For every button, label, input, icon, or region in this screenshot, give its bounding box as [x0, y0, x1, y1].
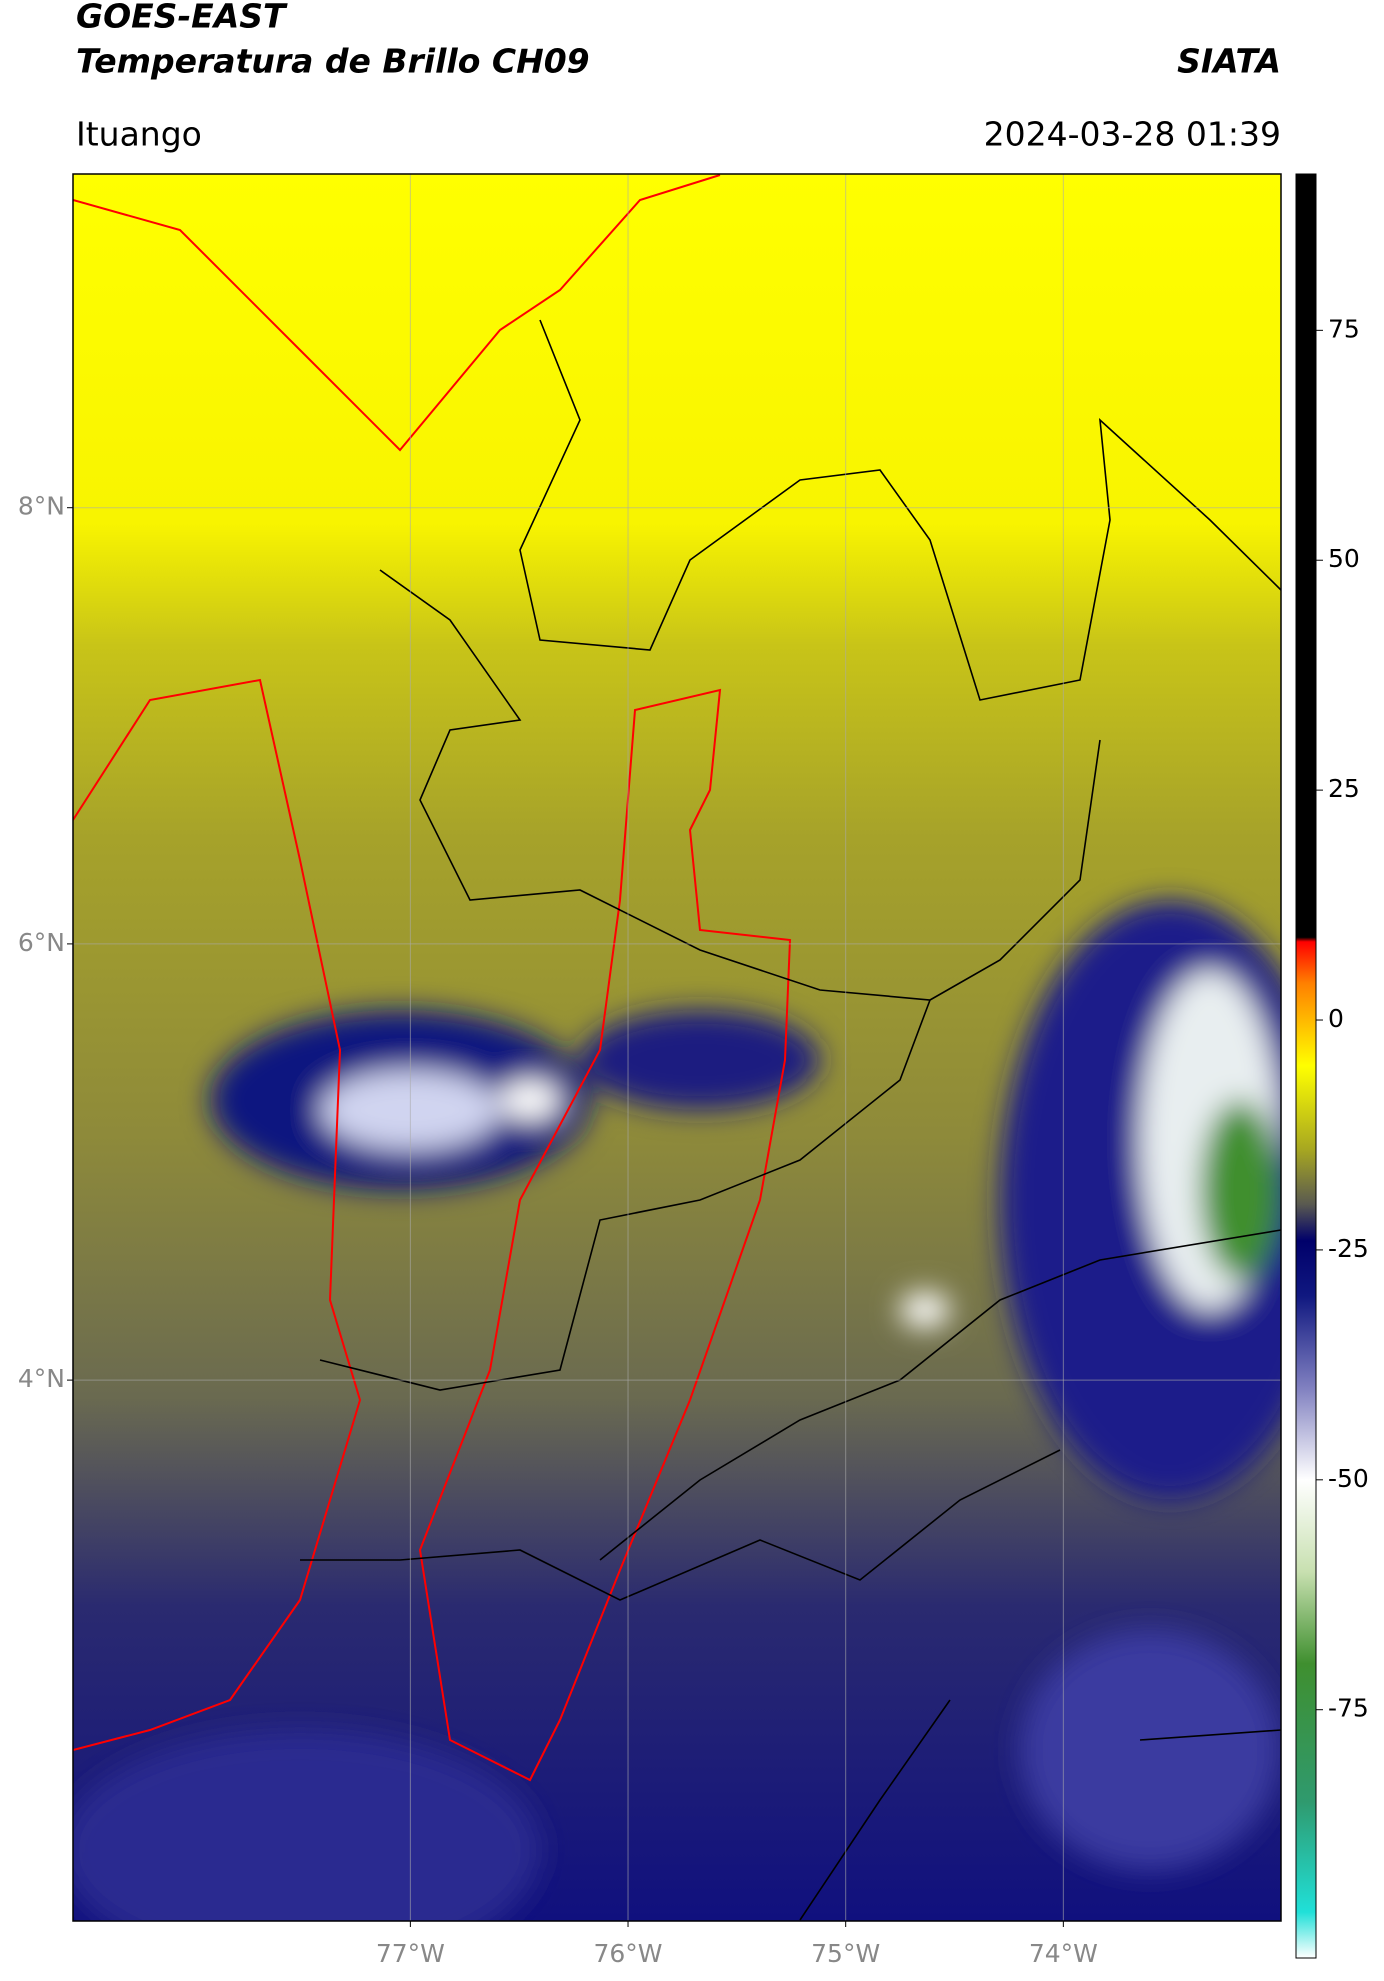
colorbar-tick-label: -25: [1328, 1234, 1369, 1263]
y-tick-label: 4°N: [18, 1364, 65, 1393]
title: GOES-EAST: [76, 0, 288, 36]
subtitle: Temperatura de Brillo CH09: [76, 42, 590, 81]
y-tick-label: 6°N: [18, 928, 65, 957]
location: Ituango: [76, 115, 202, 154]
y-tick-label: 8°N: [18, 492, 65, 521]
x-tick-label: 74°W: [1029, 1939, 1098, 1968]
x-tick-label: 76°W: [594, 1939, 663, 1968]
colorbar-tick-label: 0: [1328, 1004, 1344, 1033]
source: SIATA: [1177, 42, 1281, 81]
x-tick-label: 75°W: [811, 1939, 880, 1968]
colorbar-tick-label: -50: [1328, 1464, 1369, 1493]
colorbar-tick-label: -75: [1328, 1694, 1369, 1723]
colorbar-tick-label: 50: [1328, 544, 1360, 573]
timestamp: 2024-03-28 01:39: [984, 115, 1281, 154]
x-tick-label: 77°W: [376, 1939, 445, 1968]
colorbar-tick-label: 25: [1328, 774, 1360, 803]
colorbar-tick-label: 75: [1328, 314, 1360, 343]
map-frame: [72, 173, 1282, 1922]
satellite-image: [73, 174, 1281, 1921]
colorbar: [1295, 173, 1317, 1959]
